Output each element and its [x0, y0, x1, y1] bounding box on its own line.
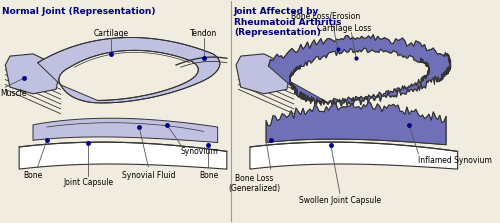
Text: Normal Joint (Representation): Normal Joint (Representation)	[2, 7, 155, 16]
Polygon shape	[33, 118, 218, 142]
Text: Tendon: Tendon	[190, 29, 218, 38]
Polygon shape	[266, 102, 446, 145]
Text: Bone Loss/Erosion: Bone Loss/Erosion	[292, 12, 360, 21]
Text: Cartilage Loss: Cartilage Loss	[318, 24, 372, 33]
Text: Joint Affected by
Rheumatoid Arthritis
(Representation): Joint Affected by Rheumatoid Arthritis (…	[234, 7, 342, 37]
Text: Inflamed Synovium: Inflamed Synovium	[418, 156, 492, 165]
Text: Bone: Bone	[24, 171, 42, 180]
Polygon shape	[268, 35, 450, 106]
Text: Synovium: Synovium	[180, 147, 218, 156]
Polygon shape	[250, 142, 458, 169]
Text: Cartilage: Cartilage	[94, 29, 129, 38]
Text: Bone: Bone	[199, 171, 218, 180]
Text: Muscle: Muscle	[0, 89, 27, 98]
Text: Joint Capsule: Joint Capsule	[64, 178, 114, 187]
Text: Bone Loss
(Generalized): Bone Loss (Generalized)	[228, 173, 280, 193]
Polygon shape	[38, 37, 220, 103]
Polygon shape	[236, 54, 292, 94]
Polygon shape	[19, 142, 227, 169]
Polygon shape	[6, 54, 60, 94]
Text: Synovial Fluid: Synovial Fluid	[122, 171, 175, 180]
Text: Swollen Joint Capsule: Swollen Joint Capsule	[299, 196, 381, 205]
